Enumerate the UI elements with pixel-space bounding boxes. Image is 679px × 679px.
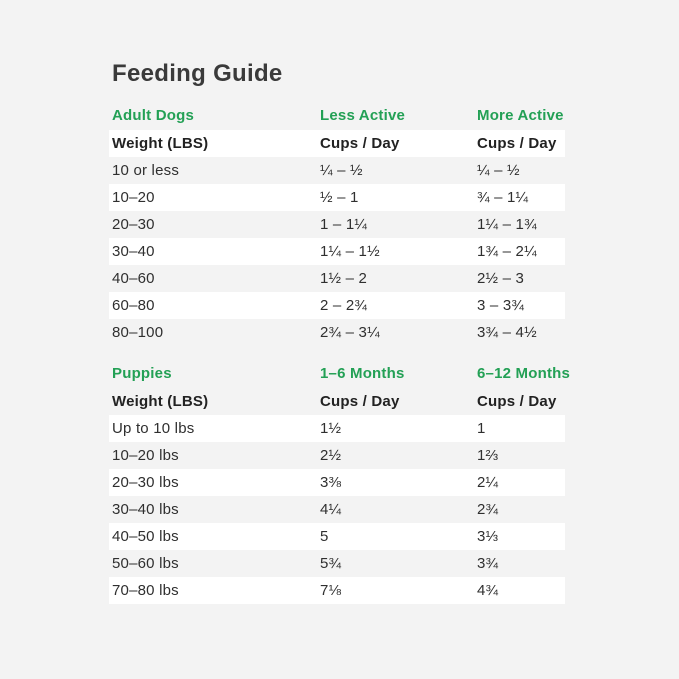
table-row: 10 or less ¼ – ½ ¼ – ½ [109,157,565,184]
table-cell-more-active: ¾ – 1¼ [477,189,529,206]
table-cell-weight: Weight (LBS) [112,135,209,152]
table-row: 30–40 1¼ – 1½ 1¾ – 2¼ [109,238,565,265]
puppies-section: Puppies 1–6 Months 6–12 Months Weight (L… [109,362,570,604]
table-cell-weight: 20–30 lbs [112,474,179,491]
table-row: 30–40 lbs 4¼ 2¾ [109,496,565,523]
table-cell-months-6-12: 4¾ [477,582,499,599]
column-header-6-12-months: 6–12 Months [477,364,571,382]
table-cell-months-6-12: Cups / Day [477,393,557,410]
table-cell-months-6-12: 3⅓ [477,528,499,545]
table-cell-weight: Weight (LBS) [112,393,209,410]
table-cell-less-active: ½ – 1 [320,189,359,206]
table-row: 10–20 ½ – 1 ¾ – 1¼ [109,184,565,211]
table-cell-weight: 40–60 [112,270,155,287]
table-row: 80–100 2¾ – 3¼ 3¾ – 4½ [109,319,565,346]
table-cell-months-1-6: Cups / Day [320,393,400,410]
adult-dogs-section: Adult Dogs Less Active More Active Weigh… [109,104,565,346]
table-cell-weight: 30–40 lbs [112,501,179,518]
table-cell-months-6-12: 3¾ [477,555,499,572]
table-cell-months-6-12: 2¾ [477,501,499,518]
table-cell-more-active: 1¼ – 1¾ [477,216,537,233]
adult-section-header-row: Adult Dogs Less Active More Active [109,104,565,126]
table-row: 10–20 lbs 2½ 1⅔ [109,442,565,469]
table-cell-less-active: 1¼ – 1½ [320,243,380,260]
table-row: Up to 10 lbs 1½ 1 [109,415,565,442]
column-header-more-active: More Active [477,106,564,124]
section-label-puppies: Puppies [112,364,172,382]
table-cell-months-6-12: 1⅔ [477,447,499,464]
puppies-section-header-row: Puppies 1–6 Months 6–12 Months [109,362,570,384]
table-cell-weight: 40–50 lbs [112,528,179,545]
table-cell-less-active: Cups / Day [320,135,400,152]
page-title: Feeding Guide [112,60,283,87]
feeding-guide: Feeding Guide Adult Dogs Less Active Mor… [109,60,570,604]
table-header-row: Weight (LBS) Cups / Day Cups / Day [109,388,565,415]
table-cell-more-active: 1¾ – 2¼ [477,243,537,260]
table-cell-weight: 30–40 [112,243,155,260]
table-cell-more-active: 3 – 3¾ [477,297,525,314]
table-row: 40–60 1½ – 2 2½ – 3 [109,265,565,292]
column-header-less-active: Less Active [320,106,406,124]
table-cell-more-active: ¼ – ½ [477,162,520,179]
table-cell-months-1-6: 1½ [320,420,342,437]
table-cell-weight: 70–80 lbs [112,582,179,599]
table-cell-weight: 60–80 [112,297,155,314]
table-cell-months-1-6: 4¼ [320,501,342,518]
table-row: 50–60 lbs 5¾ 3¾ [109,550,565,577]
table-cell-months-1-6: 5 [320,528,329,545]
table-cell-more-active: 3¾ – 4½ [477,324,537,341]
table-row: 20–30 lbs 3⅜ 2¼ [109,469,565,496]
table-cell-months-1-6: 5¾ [320,555,342,572]
table-cell-weight: 10–20 [112,189,155,206]
table-cell-less-active: 2 – 2¾ [320,297,368,314]
section-label-adult-dogs: Adult Dogs [112,106,194,124]
table-cell-less-active: 2¾ – 3¼ [320,324,380,341]
table-cell-more-active: Cups / Day [477,135,557,152]
table-cell-months-6-12: 2¼ [477,474,499,491]
table-cell-weight: Up to 10 lbs [112,420,195,437]
puppies-rows: Weight (LBS) Cups / Day Cups / Day Up to 10… [109,388,565,604]
table-row: 20–30 1 – 1¼ 1¼ – 1¾ [109,211,565,238]
table-cell-months-1-6: 2½ [320,447,342,464]
table-cell-weight: 10 or less [112,162,180,179]
table-cell-weight: 80–100 [112,324,164,341]
table-row: 70–80 lbs 7⅛ 4¾ [109,577,565,604]
table-cell-more-active: 2½ – 3 [477,270,525,287]
column-header-1-6-months: 1–6 Months [320,364,405,382]
table-cell-less-active: ¼ – ½ [320,162,363,179]
table-row: 60–80 2 – 2¾ 3 – 3¾ [109,292,565,319]
table-row: 40–50 lbs 5 3⅓ [109,523,565,550]
table-cell-less-active: 1 – 1¼ [320,216,368,233]
table-cell-weight: 10–20 lbs [112,447,179,464]
table-cell-months-1-6: 3⅜ [320,474,342,491]
table-cell-months-1-6: 7⅛ [320,582,342,599]
adult-dogs-rows: Weight (LBS) Cups / Day Cups / Day 10 or le… [109,130,565,346]
table-header-row: Weight (LBS) Cups / Day Cups / Day [109,130,565,157]
table-cell-weight: 20–30 [112,216,155,233]
table-cell-less-active: 1½ – 2 [320,270,368,287]
table-cell-months-6-12: 1 [477,420,486,437]
table-cell-weight: 50–60 lbs [112,555,179,572]
